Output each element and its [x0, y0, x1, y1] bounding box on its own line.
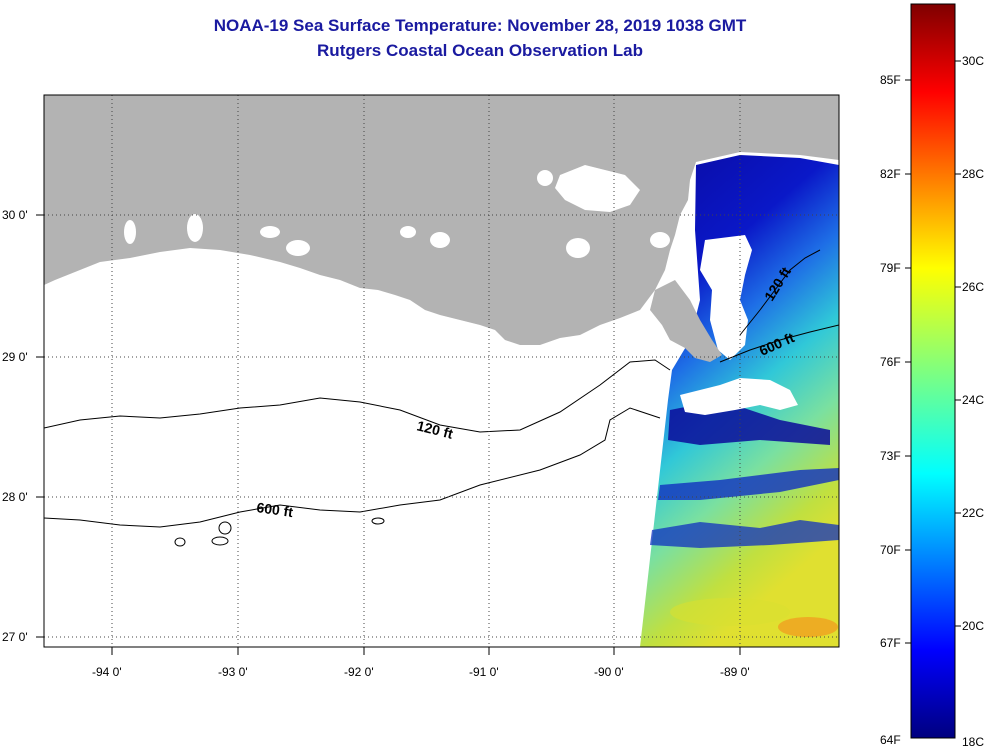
lon-tick-label: -94 0' [92, 665, 122, 679]
lake [430, 232, 450, 248]
colorbar-f-label: 79F [880, 261, 901, 275]
contour-label-600ft: 600 ft [256, 499, 295, 520]
colorbar-c-label: 30C [962, 54, 984, 68]
contour-120ft [44, 359, 671, 433]
colorbar-c-label: 26C [962, 280, 984, 294]
colorbar-f-label: 76F [880, 355, 901, 369]
bank-contour [211, 536, 229, 546]
cloud-mask [680, 378, 798, 415]
map-subtitle: Rutgers Coastal Ocean Observation Lab [317, 41, 643, 60]
warm-patch [670, 598, 790, 626]
lon-gridlines [111, 95, 741, 647]
contour-600ft-east [719, 324, 839, 363]
colorbar-c-label: 22C [962, 506, 984, 520]
colorbar-f-label: 73F [880, 449, 901, 463]
colorbar-c-label: 18C [962, 735, 984, 749]
lat-gridlines [44, 214, 839, 638]
delta-land [650, 280, 722, 362]
lake [400, 226, 416, 238]
lake [286, 240, 310, 256]
colorbar-c-label: 20C [962, 619, 984, 633]
lake [537, 170, 553, 186]
lon-tick-label: -91 0' [469, 665, 499, 679]
contour-120ft-east [739, 249, 821, 336]
map-title: NOAA-19 Sea Surface Temperature: Novembe… [213, 16, 747, 35]
colorbar-f-label: 82F [880, 167, 901, 181]
colorbar-c-label: 28C [962, 167, 984, 181]
lake [555, 165, 640, 212]
bank-contour [174, 537, 186, 547]
colorbar [910, 3, 956, 739]
lat-tick-label: 29 0' [2, 350, 28, 364]
colorbar-f-label: 67F [880, 636, 901, 650]
cold-patch [650, 520, 839, 548]
map-border [43, 94, 840, 648]
lat-tick-label: 30 0' [2, 208, 28, 222]
land-mass [44, 95, 839, 345]
lon-tick-label: -89 0' [720, 665, 750, 679]
lon-tick-label: -90 0' [594, 665, 624, 679]
cold-patch [658, 468, 839, 500]
colorbar-f-label: 64F [880, 733, 901, 747]
lake [260, 226, 280, 238]
colorbar-f-label: 70F [880, 543, 901, 557]
colorbar-f-label: 85F [880, 73, 901, 87]
lon-tick-label: -92 0' [344, 665, 374, 679]
axis-ticks [36, 214, 741, 655]
bank-contour [218, 521, 232, 535]
lake [187, 214, 203, 242]
lat-tick-label: 27 0' [2, 630, 28, 644]
lake [566, 238, 590, 258]
colorbar-c-label: 24C [962, 393, 984, 407]
lon-tick-label: -93 0' [218, 665, 248, 679]
bank-contour [371, 517, 385, 525]
lake [650, 232, 670, 248]
lat-tick-label: 28 0' [2, 490, 28, 504]
lake [124, 220, 136, 244]
contour-600ft [44, 407, 661, 528]
colorbar-ticks [905, 60, 961, 644]
cloud-mask [700, 235, 752, 360]
warm-patch [778, 617, 838, 637]
